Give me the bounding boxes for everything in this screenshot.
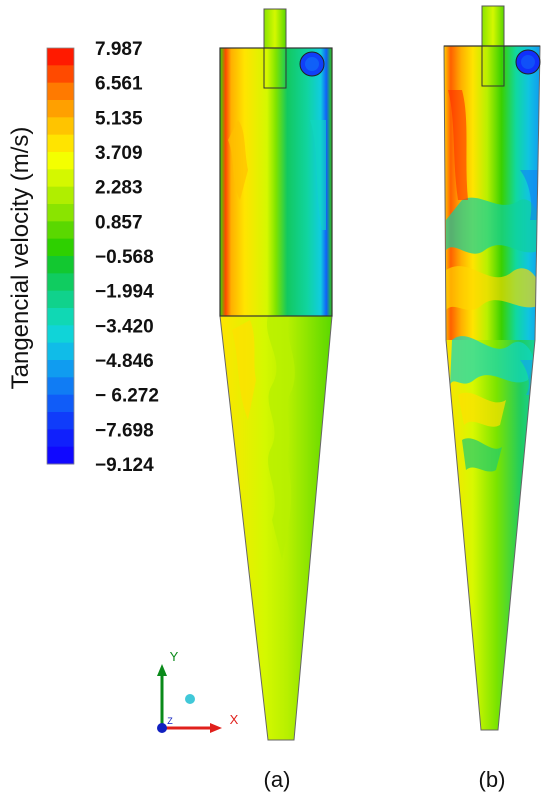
colorbar-ticks: 7.987 6.561 5.135 3.709 2.283 0.857 −0.568 −1.9… [95, 39, 159, 476]
colorbar-band [47, 152, 74, 170]
colorbar-band [47, 48, 74, 66]
colorbar-band [47, 290, 74, 309]
axis-z-label: Z [167, 716, 173, 726]
colorbar-band [47, 377, 74, 396]
colorbar-band [47, 65, 74, 84]
colorbar-band [47, 238, 74, 257]
colorbar-band [47, 134, 74, 153]
colorbar-band [47, 325, 74, 344]
colorbar-tick-label: 2.283 [95, 178, 143, 199]
colorbar-tick-label: 6.561 [95, 74, 143, 95]
colorbar-band [47, 256, 74, 274]
colorbar-tick-label: 0.857 [95, 212, 143, 233]
axes-triad: Y X Z [157, 649, 239, 733]
colorbar-band [47, 429, 74, 448]
colorbar-band [47, 169, 74, 188]
colorbar-tick-label: −0.568 [95, 247, 154, 268]
colorbar-band [47, 273, 74, 292]
colorbar-tick-label: − 6.272 [95, 386, 159, 407]
colorbar-band [47, 394, 74, 413]
colorbar-band [47, 412, 74, 430]
colorbar-band [47, 82, 74, 101]
colorbar-tick-label: 3.709 [95, 143, 143, 164]
colorbar-tick-label: 7.987 [95, 39, 143, 60]
colorbar-band [47, 100, 74, 118]
colorbar-band [47, 117, 74, 136]
colorbar-tick-label: −3.420 [95, 316, 154, 337]
panel-a-contour [219, 8, 333, 741]
colorbar-band [47, 308, 74, 326]
panel-b-contour [443, 5, 541, 731]
colorbar [46, 47, 75, 465]
colorbar-tick-label: −9.124 [95, 455, 154, 476]
colorbar-tick-label: 5.135 [95, 108, 143, 129]
colorbar-band [47, 186, 74, 205]
colorbar-band [47, 221, 74, 240]
colorbar-tick-label: −1.994 [95, 282, 154, 303]
colorbar-band [47, 204, 74, 222]
panel-b-label: (b) [479, 767, 506, 792]
axis-y-label: Y [170, 649, 179, 664]
colorbar-title: Tangencial velocity (m/s) [7, 127, 34, 390]
colorbar-band [47, 360, 74, 378]
colorbar-tick-label: −4.846 [95, 351, 154, 372]
axes-origin-sphere [185, 694, 195, 704]
colorbar-band [47, 342, 74, 361]
colorbar-band [47, 446, 74, 465]
colorbar-tick-label: −7.698 [95, 420, 154, 441]
axis-x-label: X [230, 712, 239, 727]
colorbar-frame [46, 47, 75, 465]
panel-a-label: (a) [264, 767, 291, 792]
